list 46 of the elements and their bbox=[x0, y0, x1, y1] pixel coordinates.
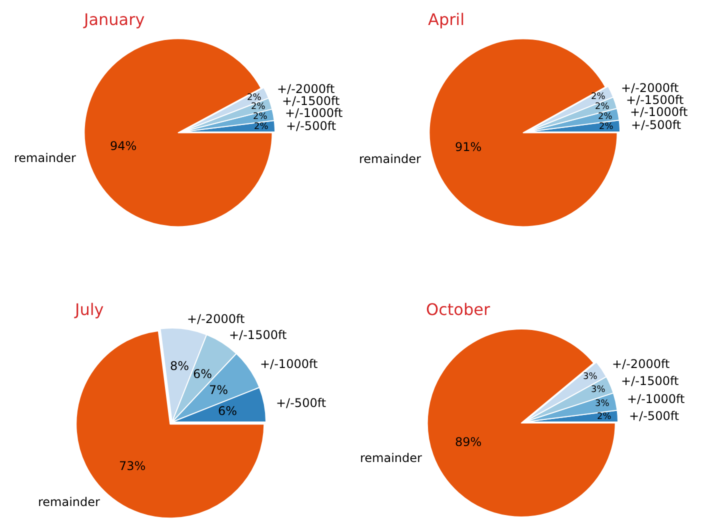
slice-label: +/-2000ft bbox=[621, 81, 679, 95]
slice-label: +/-1500ft bbox=[229, 328, 287, 342]
data-label: 2% bbox=[595, 102, 610, 112]
data-label: 89% bbox=[455, 435, 482, 449]
slice-label: +/-1000ft bbox=[627, 392, 685, 406]
slice-label: +/-500ft bbox=[629, 409, 680, 423]
data-label: 6% bbox=[193, 367, 212, 381]
slice-label: remainder bbox=[14, 151, 76, 165]
slice-label: +/-1000ft bbox=[285, 106, 343, 120]
pie-slice bbox=[428, 38, 618, 228]
data-label: 6% bbox=[218, 404, 238, 418]
slice-label: remainder bbox=[38, 495, 100, 509]
data-label: 8% bbox=[170, 359, 190, 373]
data-label: 2% bbox=[598, 112, 613, 122]
data-label: 7% bbox=[209, 383, 228, 397]
slice-label: +/-1500ft bbox=[621, 374, 679, 388]
data-label: 91% bbox=[455, 140, 482, 154]
slice-label: remainder bbox=[359, 152, 422, 166]
data-label: 2% bbox=[597, 412, 612, 422]
slice-label: +/-1500ft bbox=[626, 93, 684, 107]
data-label: 3% bbox=[591, 385, 606, 395]
chart-title: April bbox=[428, 10, 465, 29]
data-label: 2% bbox=[251, 102, 266, 112]
slice-label: remainder bbox=[360, 451, 422, 465]
slice-label: +/-500ft bbox=[631, 118, 682, 132]
data-label: 2% bbox=[254, 122, 269, 132]
chart-title: October bbox=[426, 300, 490, 319]
slice-label: +/-1000ft bbox=[630, 105, 688, 119]
pie-slice bbox=[84, 38, 273, 228]
slice-label: +/-500ft bbox=[276, 396, 326, 410]
slice-label: +/-2000ft bbox=[612, 357, 670, 371]
data-label: 73% bbox=[119, 459, 146, 473]
data-label: 3% bbox=[583, 372, 598, 382]
chart-title: July bbox=[74, 300, 104, 319]
data-label: 2% bbox=[253, 112, 268, 122]
data-label: 2% bbox=[599, 122, 614, 132]
slice-label: +/-500ft bbox=[286, 119, 336, 133]
data-label: 94% bbox=[110, 139, 137, 153]
slice-label: +/-1000ft bbox=[260, 357, 318, 371]
data-label: 3% bbox=[595, 399, 610, 409]
chart-title: January bbox=[83, 10, 145, 29]
data-label: 2% bbox=[247, 93, 262, 103]
data-label: 2% bbox=[591, 92, 606, 102]
slice-label: +/-1500ft bbox=[282, 94, 340, 108]
slice-label: +/-2000ft bbox=[277, 82, 335, 96]
slice-label: +/-2000ft bbox=[187, 312, 245, 326]
